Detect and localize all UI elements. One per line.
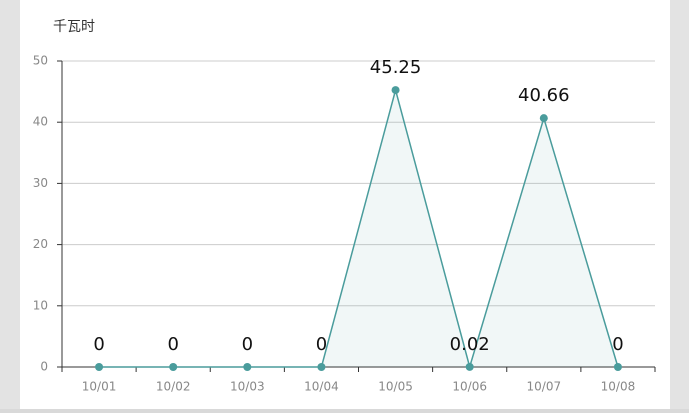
x-tick-label: 10/04 [304, 380, 339, 394]
y-tick-label: 30 [33, 176, 48, 190]
data-label: 0.02 [450, 334, 490, 355]
x-tick-label: 10/06 [452, 380, 487, 394]
y-axis-label: 千瓦时 [53, 19, 95, 35]
x-tick-label: 10/08 [601, 380, 636, 394]
y-tick-label: 10 [33, 298, 48, 312]
point [613, 363, 622, 371]
point [391, 86, 400, 95]
x-tick-label: 10/07 [527, 380, 562, 394]
y-tick-label: 40 [33, 115, 48, 129]
y-tick-label: 50 [33, 54, 48, 68]
point [465, 362, 474, 371]
point [539, 114, 548, 123]
x-tick-label: 10/03 [230, 380, 265, 394]
point [317, 363, 326, 371]
y-tick-label: 0 [40, 360, 48, 374]
data-label: 40.66 [518, 85, 570, 106]
point [95, 363, 104, 371]
card [20, 0, 670, 409]
line [99, 87, 619, 370]
data-label: 0 [167, 334, 178, 355]
data-label: 0 [612, 334, 623, 355]
x-tick-label: 10/02 [156, 380, 191, 394]
x-tick-label: 10/01 [82, 380, 117, 394]
data-label: 0 [93, 334, 104, 355]
data-label: 45.25 [370, 57, 422, 78]
x-tick-label: 10/05 [378, 380, 413, 394]
data-label: 0 [316, 334, 327, 355]
y-tick-label: 20 [33, 237, 48, 251]
point [169, 363, 178, 371]
data-label: 0 [242, 334, 253, 355]
point [243, 363, 252, 371]
